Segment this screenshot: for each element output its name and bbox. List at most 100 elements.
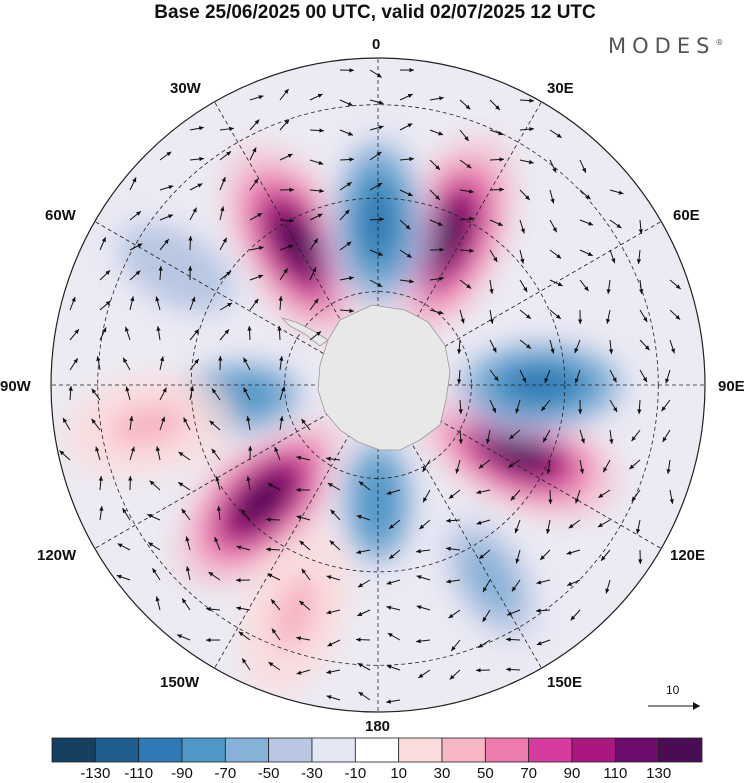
wind-arrow	[386, 664, 401, 671]
wind-arrow	[399, 279, 414, 284]
wind-arrow	[219, 237, 228, 251]
wind-arrow	[299, 540, 311, 551]
wind-arrow	[240, 509, 251, 521]
wind-arrow	[265, 517, 281, 522]
wind-arrow	[598, 489, 611, 499]
wind-arrow	[189, 207, 198, 221]
reference-vector-label: 10	[666, 683, 680, 697]
wind-arrow	[568, 519, 581, 529]
wind-arrow	[271, 628, 281, 641]
wind-arrow	[246, 476, 251, 491]
wind-arrow	[609, 189, 624, 195]
wind-arrow	[549, 189, 555, 204]
wind-arrow	[211, 448, 221, 461]
latitude-circle	[190, 197, 566, 573]
colorbar-tick-label: 50	[476, 765, 494, 782]
meridian-line	[377, 101, 542, 386]
wind-arrow	[489, 99, 501, 111]
wind-arrow	[476, 489, 491, 495]
brand-name: MODES	[608, 34, 716, 58]
wind-arrow	[478, 549, 491, 560]
wind-arrow	[429, 96, 444, 101]
colorbar-swatch	[528, 737, 573, 763]
wind-arrow	[545, 519, 551, 534]
lon-label-90e: 90E	[718, 378, 745, 395]
colorbar-swatch	[268, 737, 313, 763]
wind-arrow	[369, 217, 385, 222]
wind-arrow	[609, 219, 622, 229]
wind-arrow	[639, 309, 648, 323]
wind-arrow	[339, 308, 354, 313]
wind-arrow	[570, 609, 581, 621]
wind-arrow	[129, 210, 142, 221]
wind-arrow	[296, 636, 311, 641]
wind-arrow	[279, 153, 293, 161]
wind-arrow	[95, 446, 101, 461]
wind-arrow	[91, 418, 101, 431]
wind-arrow	[339, 99, 354, 107]
wind-arrow	[147, 542, 161, 551]
wind-arrow	[270, 598, 281, 611]
wind-arrow	[429, 247, 445, 252]
wind-arrow	[279, 416, 284, 431]
wind-arrow	[519, 189, 531, 201]
reference-arrowhead	[693, 702, 700, 710]
wind-arrow	[549, 249, 562, 259]
wind-arrow	[249, 95, 264, 101]
wind-arrow	[386, 605, 401, 611]
wind-arrow	[458, 399, 463, 414]
wind-arrow	[549, 219, 558, 233]
wind-arrow	[219, 206, 225, 221]
wind-arrow	[309, 159, 324, 165]
wind-arrow	[178, 451, 191, 461]
wind-arrow	[505, 667, 521, 672]
wind-arrow	[189, 328, 200, 341]
wind-arrow	[605, 579, 611, 594]
wind-arrow	[519, 339, 532, 350]
wind-arrow	[129, 416, 134, 431]
wind-arrow	[99, 269, 111, 281]
wind-arrow	[386, 699, 401, 704]
wind-arrow	[96, 356, 101, 371]
wind-arrow	[669, 309, 681, 321]
colorbar-swatch	[614, 737, 660, 763]
wind-arrow	[388, 519, 401, 530]
wind-arrow	[519, 279, 528, 293]
wind-arrow	[478, 459, 491, 469]
wind-arrow	[539, 549, 551, 561]
wind-arrow	[519, 98, 535, 103]
wind-arrow	[489, 399, 497, 413]
wind-arrow	[327, 639, 341, 647]
wind-arrow	[189, 296, 196, 311]
wind-arrow	[69, 328, 80, 341]
wind-arrow	[429, 276, 444, 281]
wind-arrow	[489, 279, 494, 294]
lon-label-180: 180	[365, 718, 391, 735]
wind-arrow	[183, 417, 191, 431]
wind-arrow	[309, 93, 323, 101]
reference-vector	[648, 702, 700, 710]
wind-arrow	[189, 386, 195, 401]
wind-arrow	[235, 577, 251, 583]
wind-arrow	[279, 88, 290, 101]
wind-arrow	[268, 661, 281, 671]
wind-arrow	[246, 416, 251, 431]
wind-arrow	[181, 598, 191, 611]
wind-arrow	[369, 279, 383, 288]
wind-arrow	[99, 506, 104, 521]
wind-arrow	[155, 596, 161, 611]
wind-arrow	[159, 151, 172, 161]
wind-arrow	[189, 358, 200, 371]
wind-arrow	[459, 99, 471, 110]
wind-arrow	[91, 388, 101, 401]
wind-arrow	[635, 519, 641, 534]
wind-arrow	[159, 214, 174, 221]
wind-arrow	[326, 575, 341, 581]
wind-arrow	[279, 244, 294, 251]
wind-arrow	[62, 417, 71, 431]
wind-arrow	[159, 356, 165, 371]
wind-arrow	[399, 67, 415, 73]
wind-arrow	[214, 536, 221, 551]
wind-arrow	[574, 369, 581, 384]
wind-arrow	[330, 509, 341, 521]
